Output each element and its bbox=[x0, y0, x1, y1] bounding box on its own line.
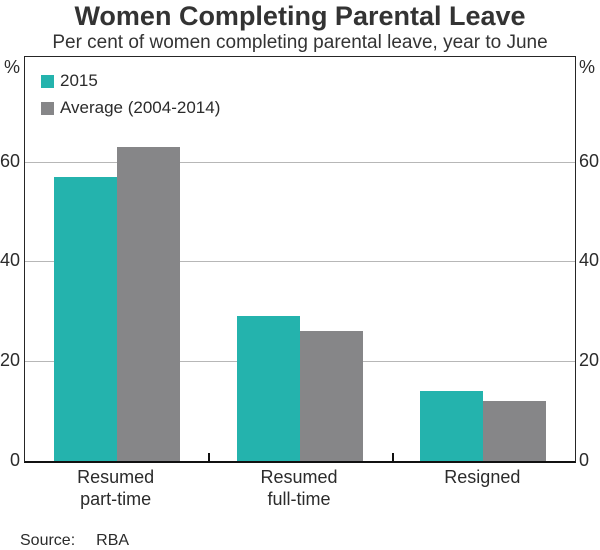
chart-subtitle: Per cent of women completing parental le… bbox=[52, 32, 548, 53]
bar-average-2004-2014--cat0 bbox=[116, 147, 180, 461]
category-label-1: Resumed full-time bbox=[260, 467, 338, 509]
gridline-60 bbox=[25, 161, 575, 163]
source-value: RBA bbox=[96, 532, 130, 549]
y-axis-unit-left: % bbox=[3, 57, 20, 77]
legend-swatch-icon bbox=[41, 101, 54, 115]
y-tick-label-left-60: 60 bbox=[0, 150, 21, 171]
y-tick-label-left-20: 20 bbox=[0, 350, 21, 371]
y-tick-label-right-20: 20 bbox=[579, 350, 600, 371]
bar-2015-cat2 bbox=[420, 391, 484, 461]
bar-average-2004-2014--cat1 bbox=[300, 331, 363, 461]
legend-item: Average (2004-2014) bbox=[41, 98, 220, 118]
chart-title: Women Completing Parental Leave bbox=[74, 1, 526, 31]
category-boundary-tick-1 bbox=[208, 453, 210, 461]
plot-area: 2015 Average (2004-2014) bbox=[24, 56, 576, 463]
legend: 2015 Average (2004-2014) bbox=[41, 71, 220, 125]
bar-2015-cat0 bbox=[53, 177, 117, 461]
gridline-40 bbox=[25, 261, 575, 263]
y-tick-label-left-0: 0 bbox=[9, 450, 20, 470]
legend-item: 2015 bbox=[41, 71, 220, 91]
bar-average-2004-2014--cat2 bbox=[483, 401, 547, 461]
y-tick-label-right-0: 0 bbox=[579, 450, 590, 470]
legend-label: 2015 bbox=[60, 71, 98, 90]
source-note: Source: RBA bbox=[20, 532, 129, 550]
y-axis-unit-right: % bbox=[579, 57, 596, 77]
category-boundary-tick-2 bbox=[392, 453, 394, 461]
category-label-2: Resigned bbox=[444, 467, 521, 487]
category-label-0: Resumed part-time bbox=[77, 467, 155, 509]
y-tick-label-right-60: 60 bbox=[579, 150, 600, 171]
y-tick-label-right-40: 40 bbox=[579, 250, 600, 271]
legend-swatch-icon bbox=[41, 74, 54, 88]
source-label: Source: bbox=[20, 532, 76, 549]
bar-2015-cat1 bbox=[237, 316, 300, 461]
y-tick-label-left-40: 40 bbox=[0, 250, 21, 271]
legend-label: Average (2004-2014) bbox=[60, 98, 221, 117]
